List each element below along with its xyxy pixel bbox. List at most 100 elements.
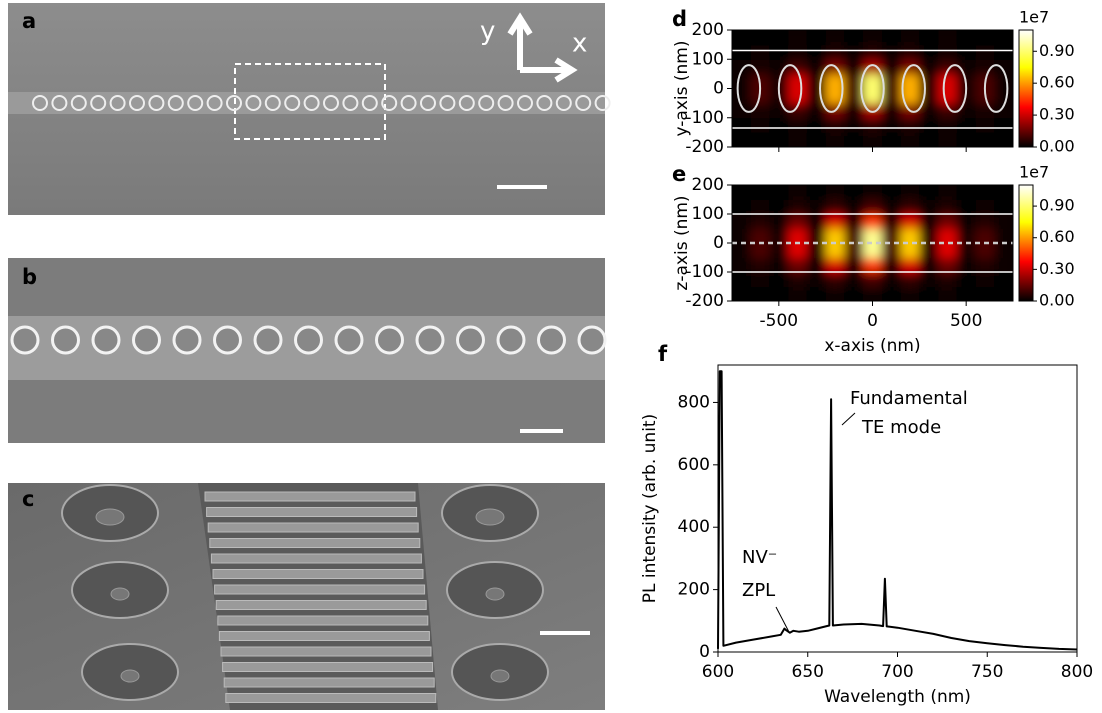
heatmap-cell xyxy=(976,287,995,302)
heatmap-cell xyxy=(826,214,845,229)
heatmap-cell xyxy=(732,272,751,287)
heatmap-cell xyxy=(769,214,788,229)
heatmap-cell xyxy=(769,258,788,273)
pillar xyxy=(476,509,504,525)
beam xyxy=(208,523,418,532)
heatmap-cell xyxy=(882,59,901,74)
pillar xyxy=(111,588,129,600)
heatmap-cell xyxy=(788,243,807,258)
spectrum-line xyxy=(718,371,1077,649)
hole xyxy=(174,327,200,353)
heatmap-cell xyxy=(882,243,901,258)
x-tick-label: 800 xyxy=(1061,662,1093,682)
heatmap-cell xyxy=(882,89,901,104)
heatmap-cell xyxy=(976,229,995,244)
heatmap-cell xyxy=(769,287,788,302)
heatmap-cell xyxy=(901,243,920,258)
beam xyxy=(224,678,434,687)
heatmap-cell xyxy=(844,214,863,229)
heatmap-cell xyxy=(938,45,957,60)
heatmap-cell xyxy=(863,287,882,302)
heatmap-cell xyxy=(807,229,826,244)
beam xyxy=(218,616,428,625)
x-tick-label: 500 xyxy=(950,311,982,331)
heatmap-cell xyxy=(976,45,995,60)
y-tick-label: 400 xyxy=(678,517,710,537)
y-axis-label: y-axis (nm) xyxy=(672,41,692,137)
heatmap-cell xyxy=(863,200,882,215)
heatmap-cell xyxy=(844,229,863,244)
y-tick-label: 0 xyxy=(699,642,710,662)
heatmap-cell xyxy=(919,118,938,133)
heatmap-cell xyxy=(901,229,920,244)
heatmap-cell xyxy=(844,103,863,118)
heatmap-cell xyxy=(938,132,957,147)
heatmap-cell xyxy=(807,214,826,229)
heatmap-cell xyxy=(844,200,863,215)
heatmap-cell xyxy=(882,214,901,229)
colorbar-tick-label: 0.30 xyxy=(1039,259,1075,278)
heatmap-cell xyxy=(994,272,1013,287)
heatmap-cell xyxy=(901,30,920,45)
heatmap-cell xyxy=(788,272,807,287)
heatmap-cell xyxy=(882,229,901,244)
heatmap-cell xyxy=(976,30,995,45)
heatmap-cell xyxy=(769,200,788,215)
x-tick-label: 650 xyxy=(792,662,824,682)
heatmap-cell xyxy=(788,45,807,60)
heatmap-cell xyxy=(788,214,807,229)
heatmap-cell xyxy=(807,30,826,45)
heatmap-cell xyxy=(976,272,995,287)
heatmap-cell xyxy=(901,132,920,147)
heatmap-cell xyxy=(732,229,751,244)
heatmap-cell xyxy=(976,243,995,258)
heatmap-cell xyxy=(882,45,901,60)
heatmap-cell xyxy=(788,89,807,104)
y-axis-label: z-axis (nm) xyxy=(672,195,692,290)
heatmap-cell xyxy=(919,30,938,45)
heatmap-cell xyxy=(957,185,976,200)
heatmap-cell xyxy=(994,287,1013,302)
x-tick-label: 600 xyxy=(702,662,734,682)
y-tick-label: 200 xyxy=(692,175,724,195)
y-tick-label: -200 xyxy=(685,137,724,157)
y-tick-label: 200 xyxy=(678,580,710,600)
heatmap-cell xyxy=(807,118,826,133)
heatmap-cell xyxy=(807,287,826,302)
annotation: ZPL xyxy=(742,580,775,601)
heatmap-cell xyxy=(976,132,995,147)
heatmap-cells xyxy=(732,185,1014,302)
heatmap-cell xyxy=(901,200,920,215)
pillar xyxy=(491,670,509,682)
heatmap-cell xyxy=(769,132,788,147)
y-tick-label: 100 xyxy=(692,204,724,224)
pillar xyxy=(121,670,139,682)
heatmap-cell xyxy=(844,59,863,74)
heatmap-cell xyxy=(863,258,882,273)
heatmap-cell xyxy=(882,74,901,89)
colorbar-tick-label: 0.00 xyxy=(1039,291,1075,310)
heatmap-cell xyxy=(957,272,976,287)
heatmap-cell xyxy=(807,45,826,60)
annotation-leader xyxy=(776,607,789,632)
heatmap-cell xyxy=(826,287,845,302)
heatmap-cell xyxy=(826,45,845,60)
heatmap-cell xyxy=(863,30,882,45)
beam xyxy=(219,632,429,641)
heatmap-cell xyxy=(976,118,995,133)
heatmap-cell xyxy=(807,74,826,89)
heatmap-cell xyxy=(901,45,920,60)
hole xyxy=(579,327,605,353)
hole xyxy=(539,327,565,353)
heatmap-cell xyxy=(938,287,957,302)
heatmap-cell xyxy=(863,74,882,89)
beam xyxy=(211,554,421,563)
heatmap-cell xyxy=(807,132,826,147)
heatmap-cell xyxy=(976,200,995,215)
heatmap-cell xyxy=(919,214,938,229)
beam xyxy=(213,570,423,579)
heatmap-cell xyxy=(938,118,957,133)
heatmap-cell xyxy=(863,132,882,147)
heatmap-cell xyxy=(901,258,920,273)
heatmap-cell xyxy=(994,185,1013,200)
